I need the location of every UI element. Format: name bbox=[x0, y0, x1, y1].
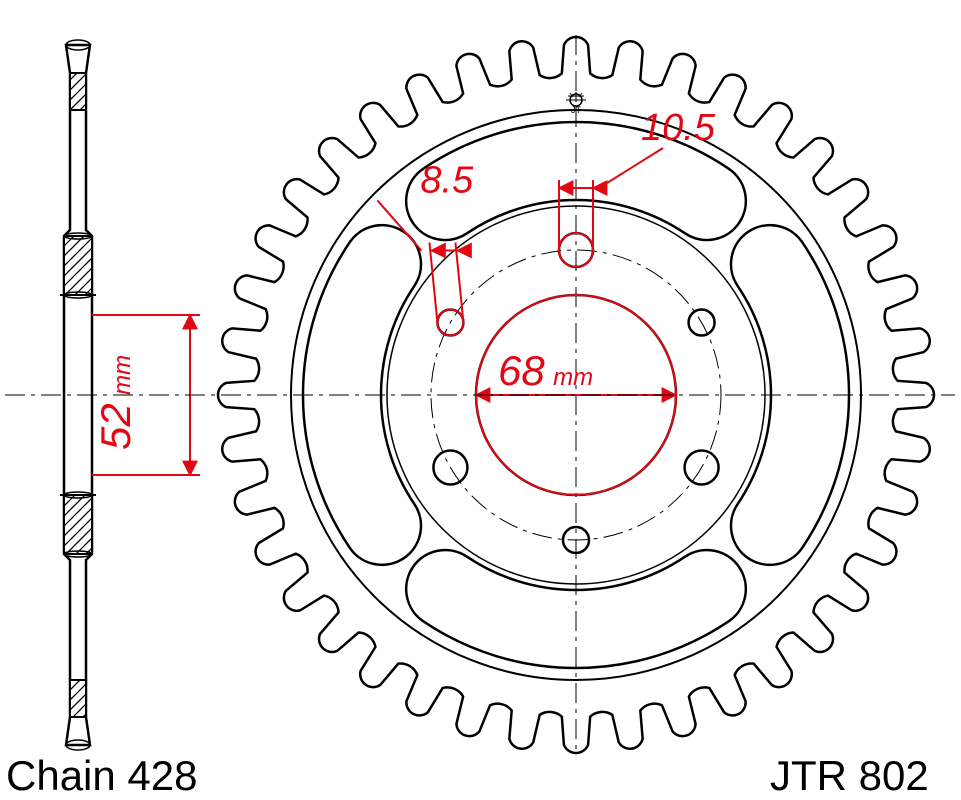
dim-bolt-large-value: 10.5 bbox=[641, 107, 716, 149]
part-number: JTR 802 bbox=[770, 752, 929, 799]
chain-label: Chain 428 bbox=[6, 752, 197, 799]
dim-bolt-small-value: 8.5 bbox=[420, 160, 474, 202]
dim-hub-unit: mm bbox=[109, 355, 136, 395]
dim-hub-diameter: 52 mm bbox=[92, 315, 200, 475]
section-hatch bbox=[64, 236, 92, 295]
svg-text:52 mm: 52 mm bbox=[92, 355, 139, 450]
section-hatch bbox=[64, 495, 92, 554]
svg-text:JT: JT bbox=[571, 105, 582, 115]
dim-bolt-hole-large: 10.5 bbox=[559, 107, 716, 267]
dim-bore-unit: mm bbox=[553, 364, 593, 391]
section-hatch bbox=[70, 680, 86, 717]
dim-hub-value: 52 bbox=[92, 403, 139, 450]
maker-mark: JT bbox=[566, 92, 586, 115]
dim-bore-value: 68 bbox=[498, 347, 545, 394]
section-hatch bbox=[70, 73, 86, 110]
svg-text:68 mm: 68 mm bbox=[498, 347, 593, 394]
